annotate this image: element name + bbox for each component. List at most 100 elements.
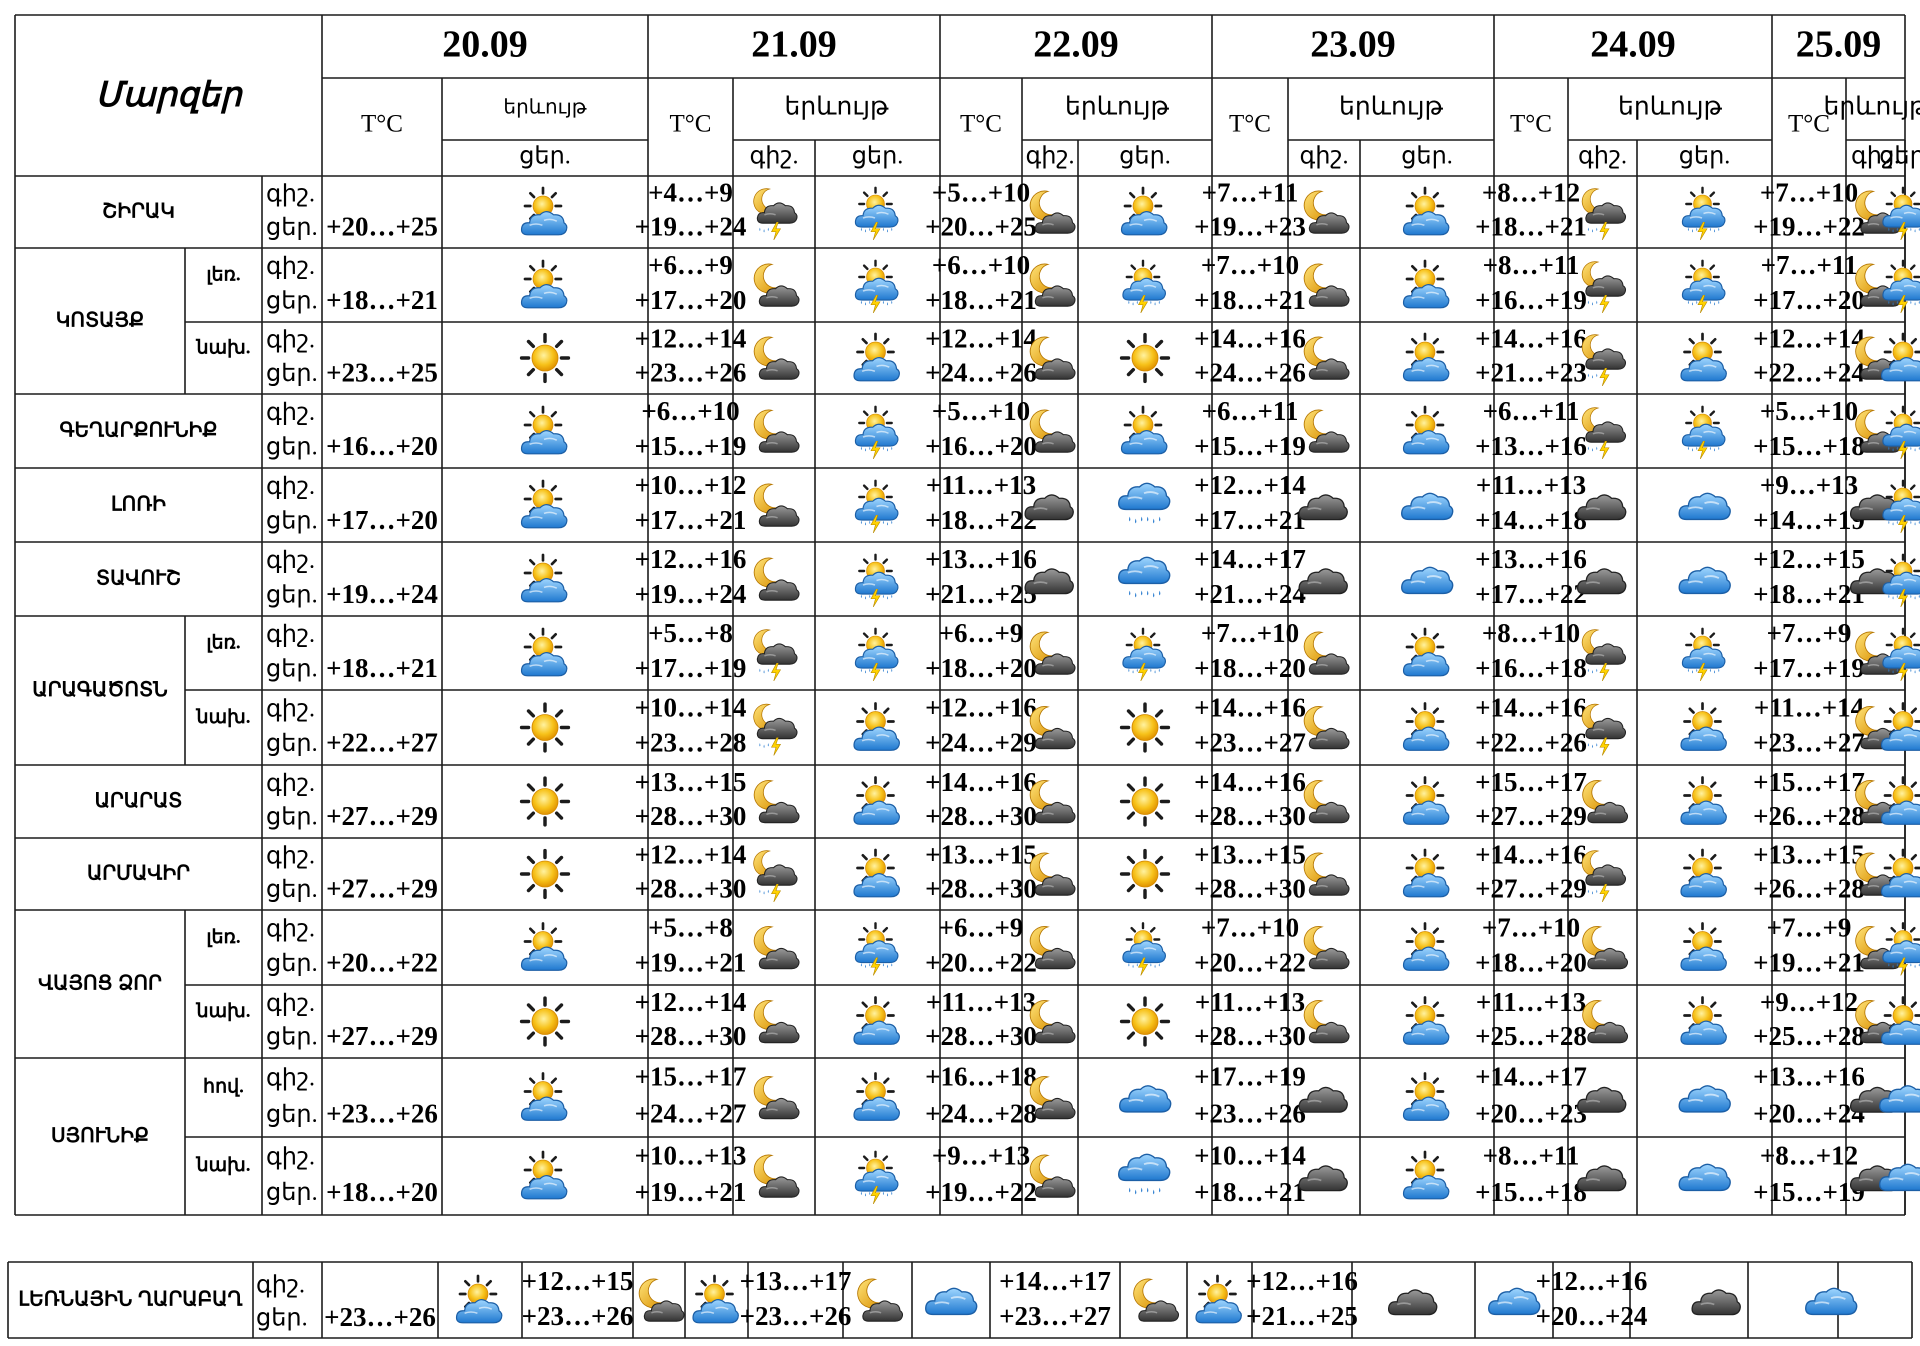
temp-column-header: T°C [670, 111, 712, 138]
temp-night: +11…+13 [926, 470, 1036, 500]
temp-night: +8…+12 [1482, 178, 1580, 208]
day-row-label: ցեր. [266, 215, 318, 241]
temp-night: +5…+10 [932, 178, 1030, 208]
day-row-label: ցեր. [266, 582, 318, 608]
temp-day: +21…+25 [925, 579, 1037, 609]
temp-day: +23…+26 [326, 1099, 438, 1129]
phenomenon-column-header: երևույթ [1065, 94, 1169, 121]
temp-night: +9…+13 [932, 1140, 1030, 1170]
temp-night: +4…+9 [648, 178, 733, 208]
temp-night: +14…+16 [1475, 840, 1587, 870]
temp-day: +18…+21 [1194, 285, 1306, 315]
temp-day: +25…+28 [1753, 1021, 1865, 1051]
sun-icon [519, 848, 571, 900]
phenomenon-column-header: երևույթ [1339, 94, 1443, 121]
temp-night: +12…+15 [1753, 544, 1865, 574]
temp-day: +22…+24 [1753, 357, 1865, 387]
temp-night: +10…+14 [1194, 1140, 1306, 1170]
day-row-label: ցեր. [256, 1306, 308, 1332]
temp-day: +17…+19 [1753, 653, 1865, 683]
date-header: 23.09 [1310, 24, 1396, 66]
region-name: ՎԱՅՈՑ ՁՈՐ [38, 972, 162, 994]
temp-night: +7…+10 [1482, 912, 1580, 942]
temp-column-header: T°C [1788, 111, 1830, 138]
temp-day: +27…+29 [326, 801, 438, 831]
sun-icon [1119, 332, 1171, 384]
temp-day: +19…+22 [925, 1177, 1037, 1207]
day-column-header: ցեր. [1679, 144, 1731, 170]
temp-day: +19…+23 [1194, 211, 1306, 241]
day-column-header: ցեր. [852, 144, 904, 170]
temp-day: +14…+19 [1753, 505, 1865, 535]
temp-day: +25…+28 [1475, 1021, 1587, 1051]
night-column-header: գիշ. [1578, 144, 1627, 170]
temp-day: +17…+20 [326, 505, 438, 535]
temp-day: +18…+22 [925, 505, 1037, 535]
temp-night: +11…+13 [1476, 470, 1586, 500]
temp-night: +13…+16 [1753, 1062, 1865, 1092]
night-row-label: գիշ. [266, 917, 315, 943]
temp-day: +20…+25 [326, 211, 438, 241]
temp-night: +14…+16 [1194, 767, 1306, 797]
temp-day: +27…+29 [1475, 873, 1587, 903]
region-name: ԱՐԱԳԱԾՈՏՆ [32, 679, 168, 701]
temp-night: +14…+16 [1194, 324, 1306, 354]
temp-night: +7…+9 [1767, 912, 1852, 942]
temp-column-header: T°C [960, 111, 1002, 138]
temp-night: +12…+14 [635, 987, 747, 1017]
temp-night: +11…+13 [1195, 987, 1305, 1017]
sub-zone-label: նախ. [196, 707, 251, 728]
temp-day: +18…+20 [1194, 653, 1306, 683]
temp-day: +28…+30 [635, 873, 747, 903]
day-column-header: ցեր. [1401, 144, 1453, 170]
temp-day: +28…+30 [635, 801, 747, 831]
temp-day: +19…+21 [635, 948, 747, 978]
temp-day: +17…+21 [1194, 505, 1306, 535]
temp-night: +12…+15 [522, 1266, 634, 1296]
temp-night: +6…+11 [1202, 396, 1299, 426]
temp-night: +12…+14 [1194, 470, 1306, 500]
day-column-header: ցեր. [1119, 144, 1171, 170]
temp-night: +10…+14 [635, 692, 747, 722]
temp-day: +23…+26 [522, 1301, 634, 1331]
phenomenon-column-header: երևույթ [1618, 94, 1722, 121]
temp-day: +15…+19 [1194, 431, 1306, 461]
temp-night: +12…+14 [925, 324, 1037, 354]
temp-night: +6…+9 [939, 912, 1024, 942]
day-row-label: ցեր. [266, 361, 318, 387]
temp-day: +27…+29 [1475, 801, 1587, 831]
temp-day: +17…+20 [635, 285, 747, 315]
temp-day: +26…+28 [1753, 873, 1865, 903]
temp-day: +20…+24 [1753, 1099, 1865, 1129]
region-name: ՍՅՈՒՆԻՔ [51, 1125, 149, 1147]
temp-column-header: T°C [1510, 111, 1552, 138]
date-header: 25.09 [1796, 24, 1882, 66]
temp-night: +5…+10 [1760, 396, 1858, 426]
temp-day: +28…+30 [635, 1021, 747, 1051]
temp-night: +5…+10 [932, 396, 1030, 426]
temp-day: +18…+20 [326, 1177, 438, 1207]
temp-night: +9…+12 [1760, 987, 1858, 1017]
day-row-label: ցեր. [266, 805, 318, 831]
temp-night: +12…+14 [635, 840, 747, 870]
temp-night: +11…+14 [1754, 692, 1864, 722]
temp-night: +16…+18 [925, 1062, 1037, 1092]
regions-header: Մարզեր [95, 77, 244, 114]
day-row-label: ցեր. [266, 1025, 318, 1051]
sun-icon [519, 776, 571, 827]
temp-night: +14…+17 [999, 1266, 1111, 1296]
night-column-header: գիշ. [1026, 144, 1075, 170]
temp-night: +8…+12 [1760, 1140, 1858, 1170]
temp-day: +28…+30 [925, 1021, 1037, 1051]
night-row-label: գիշ. [266, 771, 315, 797]
temp-night: +12…+16 [1536, 1266, 1648, 1296]
phenomenon-column-header: երևույթ [1824, 94, 1920, 121]
sun-icon [1119, 702, 1171, 753]
date-header: 20.09 [442, 24, 528, 66]
temp-day: +28…+30 [1194, 801, 1306, 831]
temp-night: +8…+11 [1483, 1140, 1580, 1170]
temp-day: +18…+21 [1753, 579, 1865, 609]
temp-night: +13…+17 [740, 1266, 852, 1296]
sun-icon [1119, 848, 1171, 900]
temp-day: +20…+25 [925, 211, 1037, 241]
